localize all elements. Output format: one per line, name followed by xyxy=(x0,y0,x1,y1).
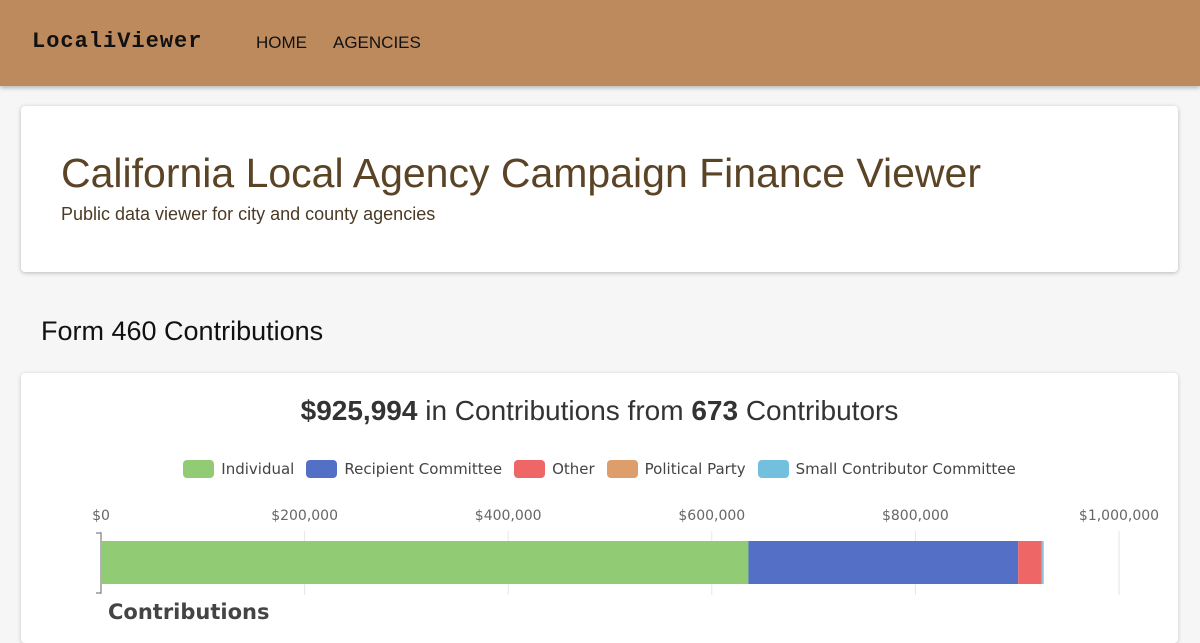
nav-agencies-link[interactable]: AGENCIES xyxy=(333,33,421,52)
x-tick-label: $200,000 xyxy=(271,508,338,524)
bar-segment-recipient-committee[interactable] xyxy=(748,541,1019,584)
legend-item-small-contributor-committee[interactable]: Small Contributor Committee xyxy=(757,460,1016,478)
x-tick-label: $1,000,000 xyxy=(1079,508,1159,524)
legend-swatch xyxy=(514,460,546,478)
legend-label: Recipient Committee xyxy=(344,460,503,478)
page-title: California Local Agency Campaign Finance… xyxy=(61,150,981,196)
x-tick-label: $800,000 xyxy=(882,508,949,524)
legend-label: Political Party xyxy=(644,460,746,478)
legend-swatch xyxy=(306,460,338,478)
summary-text-mid: in Contributions from xyxy=(417,395,692,426)
legend-item-recipient-committee[interactable]: Recipient Committee xyxy=(306,460,502,478)
legend-label: Individual xyxy=(221,460,295,478)
summary-text-end: Contributors xyxy=(738,395,899,426)
brand-logo[interactable]: LocaliViewer xyxy=(32,29,203,54)
legend-swatch xyxy=(183,460,215,478)
x-tick-label: $400,000 xyxy=(475,508,542,524)
legend-label: Other xyxy=(552,460,595,478)
contributions-summary: $925,994 in Contributions from 673 Contr… xyxy=(21,395,1178,427)
chart-legend: Individual Recipient Committee Other Politi… xyxy=(21,460,1178,478)
bar-segment-small-contributor-committee[interactable] xyxy=(1042,541,1044,584)
hero-card: California Local Agency Campaign Finance… xyxy=(21,106,1178,272)
x-tick-label: $600,000 xyxy=(678,508,745,524)
legend-swatch xyxy=(606,460,638,478)
nav-home-link[interactable]: HOME xyxy=(256,33,307,52)
x-tick-label: $0 xyxy=(92,508,110,524)
page-subtitle: Public data viewer for city and county a… xyxy=(61,204,436,224)
bar-segment-individual[interactable] xyxy=(101,541,749,584)
contributions-card: $925,994 in Contributions from 673 Contr… xyxy=(21,373,1178,643)
contributions-bar-chart: $0 $200,000 $400,000 $600,000 $800,000 $1,000… xyxy=(92,508,1159,624)
contributor-count: 673 xyxy=(691,395,739,426)
top-app-bar: LocaliViewer HOME AGENCIES xyxy=(0,0,1200,86)
bar-segment-other[interactable] xyxy=(1018,541,1042,584)
legend-item-political-party[interactable]: Political Party xyxy=(606,460,746,478)
y-axis-line xyxy=(96,532,102,594)
total-amount: $925,994 xyxy=(300,395,418,426)
section-title: Form 460 Contributions xyxy=(41,316,324,346)
legend-label: Small Contributor Committee xyxy=(795,460,1016,478)
main-nav: HOME AGENCIES xyxy=(256,33,421,53)
legend-item-other[interactable]: Other xyxy=(514,460,595,478)
legend-item-individual[interactable]: Individual xyxy=(183,460,294,478)
y-category-label: Contributions xyxy=(108,600,269,624)
bar-segment-political-party[interactable] xyxy=(1041,541,1043,584)
legend-swatch xyxy=(757,460,789,478)
